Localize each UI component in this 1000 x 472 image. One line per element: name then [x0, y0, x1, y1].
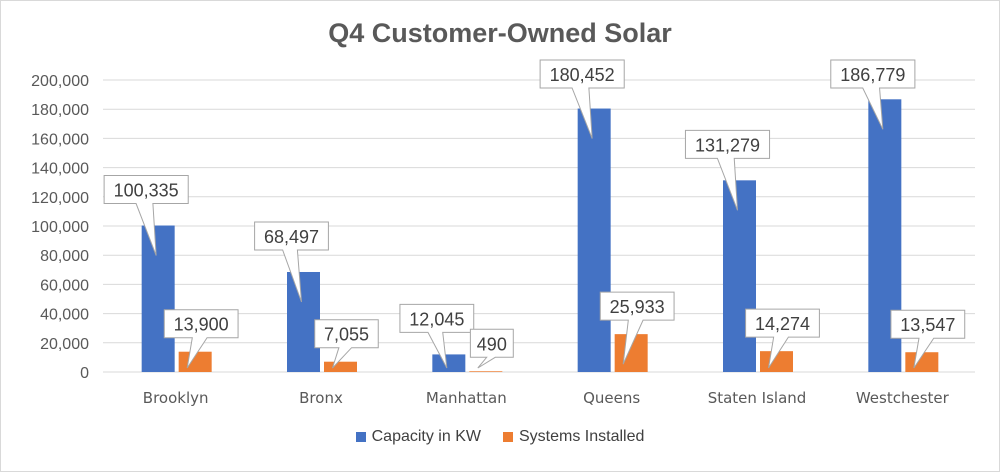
data-label-callout [399, 303, 475, 369]
bar-capacity [723, 180, 756, 372]
data-label-callout [539, 59, 625, 139]
data-label-callout [830, 59, 916, 130]
data-label: 25,933 [610, 297, 665, 317]
bar-capacity [432, 354, 466, 372]
data-label: 68,497 [264, 227, 319, 247]
y-tick-label: 160,000 [31, 131, 89, 148]
data-label: 13,547 [900, 315, 955, 335]
data-label: 100,335 [114, 181, 179, 201]
data-label: 490 [477, 334, 507, 354]
data-label: 14,274 [755, 314, 810, 334]
data-label-callout [254, 221, 329, 303]
data-label-callout [314, 319, 379, 369]
y-tick-label: 20,000 [40, 336, 89, 353]
y-tick-label: 80,000 [40, 248, 89, 265]
data-label: 7,055 [324, 325, 369, 345]
legend-swatch-systems [502, 432, 513, 442]
data-label: 186,779 [840, 65, 905, 85]
bar-systems [324, 361, 357, 372]
legend-item-systems: Systems Installed [502, 428, 645, 446]
x-tick-label: Manhattan [426, 389, 507, 407]
data-label-callout [469, 328, 514, 369]
y-tick-label: 0 [80, 365, 89, 382]
y-tick-label: 40,000 [40, 307, 89, 324]
y-tick-label: 180,000 [31, 102, 89, 119]
legend-label-capacity: Capacity in KW [371, 428, 481, 445]
data-label: 180,452 [550, 65, 615, 85]
bar-systems [469, 371, 503, 372]
x-tick-label: Westchester [856, 389, 950, 407]
data-label-callout [745, 308, 820, 369]
x-tick-label: Queens [583, 389, 640, 407]
data-label: 13,900 [174, 315, 229, 335]
y-tick-label: 60,000 [40, 277, 89, 294]
x-tick-label: Staten Island [708, 389, 807, 407]
bar-capacity [141, 225, 175, 372]
data-label-callout [163, 309, 239, 369]
y-tick-label: 140,000 [31, 161, 89, 178]
legend-item-capacity: Capacity in KW [355, 428, 481, 446]
data-label-callout [684, 129, 771, 211]
y-tick-label: 100,000 [31, 219, 89, 236]
bar-capacity [577, 108, 611, 373]
data-label-callout [599, 291, 675, 365]
data-label: 12,045 [409, 309, 464, 329]
y-tick-label: 200,000 [31, 73, 89, 90]
data-label: 131,279 [695, 135, 760, 155]
chart-legend: Capacity in KW Systems Installed [0, 428, 1000, 446]
data-label-callout [890, 309, 966, 369]
x-tick-label: Brooklyn [143, 389, 209, 407]
chart-title: Q4 Customer-Owned Solar [328, 18, 672, 48]
x-tick-label: Bronx [299, 389, 343, 407]
legend-label-systems: Systems Installed [518, 428, 645, 445]
data-label-callout [103, 175, 189, 256]
y-tick-label: 120,000 [31, 190, 89, 207]
legend-swatch-capacity [355, 432, 366, 442]
